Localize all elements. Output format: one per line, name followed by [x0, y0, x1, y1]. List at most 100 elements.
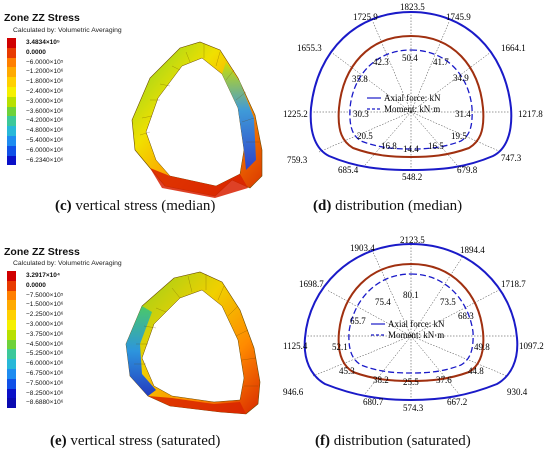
color-legend-bar — [7, 271, 16, 409]
panel-c: Zone ZZ Stress Calculated by: Volumetric… — [0, 0, 275, 226]
legend-swatch — [7, 38, 16, 48]
axial-label: 548.2 — [402, 172, 422, 182]
legend-swatch — [7, 398, 16, 409]
legend-value: 0.0000 — [26, 48, 46, 56]
tunnel-lining-3d-model — [125, 271, 261, 415]
legend-value: −5.2500×10⁶ — [26, 350, 64, 358]
moment-label: 80.1 — [403, 290, 419, 300]
moment-label: 37.6 — [436, 375, 452, 385]
axial-label: 1903.4 — [350, 243, 375, 253]
axial-label: 1217.8 — [518, 109, 543, 119]
legend-value: 3.4834×10⁵ — [26, 39, 60, 46]
legend-title: Zone ZZ Stress — [4, 12, 80, 24]
legend-swatch — [7, 310, 16, 320]
legend-value: −7.5000×10⁵ — [26, 291, 64, 299]
color-legend-values: 3.4834×10⁵ 0.0000 −6.0000×10⁵ −1.2000×10⁶ −1… — [26, 38, 63, 165]
moment-label: 35.8 — [352, 74, 368, 84]
legend-swatch — [7, 290, 16, 301]
moment-curve — [349, 49, 473, 150]
legend-value: −5.4000×10⁶ — [26, 136, 64, 144]
legend-swatch — [7, 271, 16, 281]
legend-swatch — [7, 96, 16, 107]
axial-label: 1698.7 — [299, 279, 324, 289]
legend-value: −1.8000×10⁶ — [26, 78, 64, 86]
legend-swatch — [7, 77, 16, 87]
moment-label: 44.8 — [468, 366, 484, 376]
axial-label: 759.3 — [287, 155, 308, 165]
legend-swatch — [7, 47, 16, 58]
moment-label: 50.4 — [402, 53, 418, 63]
caption-letter: (f) — [315, 433, 330, 449]
legend-swatch — [7, 145, 16, 156]
legend-swatch — [7, 86, 16, 97]
legend-subtitle: Calculated by: Volumetric Averaging — [13, 260, 122, 267]
legend-subtitle: Calculated by: Volumetric Averaging — [13, 27, 122, 34]
axial-label: 1225.2 — [283, 109, 308, 119]
axial-label: 930.4 — [507, 387, 528, 397]
moment-label: 73.5 — [440, 297, 456, 307]
caption-letter: (c) — [55, 198, 72, 214]
panel-d: Axial force: kN Moment: kN·m 1823.5 1725… — [275, 0, 550, 226]
legend-value: −8.6880×10⁶ — [26, 399, 64, 407]
moment-label: 45.3 — [339, 366, 355, 376]
color-legend-bar — [7, 38, 16, 166]
axial-label: 1823.5 — [400, 2, 425, 12]
legend-swatch — [7, 135, 16, 146]
axial-label: 680.7 — [363, 397, 384, 407]
panel-f: Axial force: kN Moment: kN·m 2123.5 1903… — [275, 226, 550, 452]
legend-title: Zone ZZ Stress — [4, 246, 80, 258]
moment-label: 42.3 — [373, 57, 389, 67]
tunnel-lining-3d-model — [131, 41, 263, 198]
caption-text: vertical stress (median) — [71, 198, 216, 214]
caption-letter: (d) — [313, 198, 332, 214]
axial-label: 946.6 — [283, 387, 304, 397]
caption-f: (f) distribution (saturated) — [315, 433, 471, 450]
moment-label: 16.5 — [428, 141, 444, 151]
caption-text: vertical stress (saturated) — [66, 433, 221, 449]
axial-label: 1664.1 — [501, 43, 526, 53]
caption-text: distribution (median) — [331, 198, 463, 214]
legend-swatch — [7, 280, 16, 291]
axial-label: 574.3 — [403, 403, 424, 413]
moment-curve — [348, 273, 474, 374]
legend-swatch — [7, 378, 16, 389]
legend-value: −4.8000×10⁶ — [26, 127, 64, 135]
force-moment-diagram: Axial force: kN Moment: kN·m 1823.5 1725… — [283, 2, 543, 182]
axial-label: 1655.3 — [297, 43, 322, 53]
legend-moment: Moment: kN·m — [388, 330, 444, 340]
legend-value: −2.2500×10⁶ — [26, 311, 64, 319]
axial-label: 747.3 — [501, 153, 522, 163]
moment-label: 19.5 — [451, 131, 467, 141]
legend-value: −7.5000×10⁶ — [26, 379, 64, 387]
caption-e: (e) vertical stress (saturated) — [50, 433, 220, 450]
moment-label: 38.2 — [373, 375, 389, 385]
axial-label: 1745.9 — [446, 12, 471, 22]
legend-value: −3.7500×10⁶ — [26, 330, 64, 338]
legend-swatch — [7, 155, 16, 166]
legend-swatch — [7, 329, 16, 340]
legend-swatch — [7, 126, 16, 136]
panel-e: Zone ZZ Stress Calculated by: Volumetric… — [0, 226, 275, 452]
axial-label: 1894.4 — [460, 245, 485, 255]
legend-value: −2.4000×10⁶ — [26, 87, 64, 95]
legend-moment: Moment: kN·m — [384, 104, 440, 114]
moment-label: 31.4 — [455, 109, 471, 119]
legend-value: −3.0000×10⁶ — [26, 320, 64, 328]
axial-label: 1725.9 — [353, 12, 378, 22]
legend-swatch — [7, 106, 16, 117]
moment-label: 65.7 — [350, 316, 366, 326]
axial-force-curve — [309, 10, 513, 172]
legend-value: −8.2500×10⁶ — [26, 389, 64, 397]
color-legend-values: 3.2917×10⁴ 0.0000 −7.5000×10⁵ −1.5000×10⁶ −2… — [26, 271, 63, 408]
axial-label: 1718.7 — [501, 279, 526, 289]
legend-swatch — [7, 57, 16, 68]
legend-value: −3.6000×10⁶ — [26, 107, 64, 115]
moment-label: 34.9 — [453, 73, 469, 83]
legend-swatch — [7, 368, 16, 379]
lining-outline — [337, 34, 485, 159]
legend-value: −1.2000×10⁶ — [26, 68, 64, 76]
force-moment-diagram: Axial force: kN Moment: kN·m 2123.5 1903… — [283, 235, 544, 413]
lining-outline — [337, 262, 485, 383]
caption-letter: (e) — [50, 433, 67, 449]
moment-label: 52.1 — [332, 342, 348, 352]
